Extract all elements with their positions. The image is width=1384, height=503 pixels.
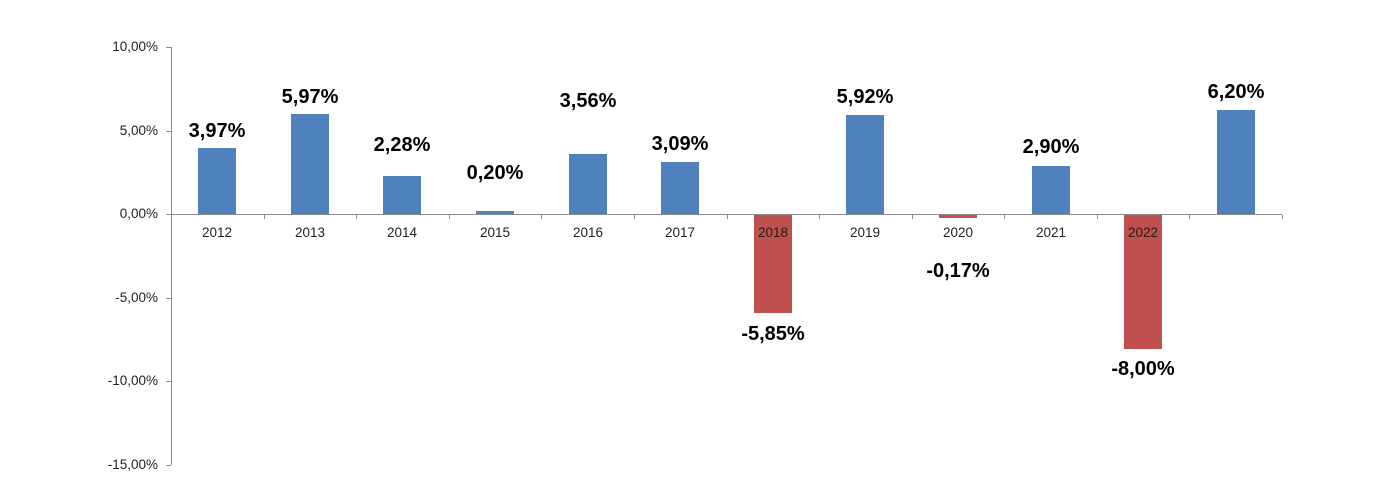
bar-2017 <box>661 162 699 214</box>
data-label: 6,20% <box>1207 81 1265 103</box>
bar-2012 <box>198 148 236 214</box>
x-axis-tick <box>449 215 450 219</box>
category-label: 2016 <box>572 225 604 240</box>
x-axis-tick <box>727 215 728 219</box>
x-axis-tick <box>1004 215 1005 219</box>
y-axis-tick-label: 10,00% <box>112 39 158 54</box>
data-label: -0,17% <box>926 260 990 282</box>
x-axis-tick <box>912 215 913 219</box>
data-label: -8,00% <box>1111 358 1175 380</box>
bar-2014 <box>383 176 421 214</box>
bar-2022 <box>1124 215 1162 349</box>
x-axis-tick <box>1189 215 1190 219</box>
y-axis-tick <box>166 381 171 382</box>
category-label: 2012 <box>201 225 233 240</box>
bar-2013 <box>291 114 329 214</box>
data-label: 5,97% <box>281 86 339 108</box>
y-axis-tick <box>166 214 171 215</box>
bar-2021 <box>1032 166 1070 214</box>
data-label: 0,20% <box>466 162 524 184</box>
y-axis-tick <box>166 465 171 466</box>
x-axis-line <box>171 214 1282 215</box>
bar-unlabeled <box>1217 110 1255 214</box>
y-axis-tick <box>166 47 171 48</box>
data-label: 3,56% <box>559 90 617 112</box>
category-label: 2019 <box>849 225 881 240</box>
x-axis-tick <box>541 215 542 219</box>
bar-2016 <box>569 154 607 214</box>
x-axis-tick <box>1282 215 1283 219</box>
category-label: 2013 <box>294 225 326 240</box>
data-label: 3,09% <box>651 133 709 155</box>
x-axis-tick <box>171 215 172 219</box>
category-label: 2020 <box>942 225 974 240</box>
data-label: 2,90% <box>1022 136 1080 158</box>
category-label: 2014 <box>386 225 418 240</box>
y-axis-tick-label: -10,00% <box>107 373 158 388</box>
bar-2019 <box>846 115 884 214</box>
category-label: 2021 <box>1035 225 1067 240</box>
category-label: 2015 <box>479 225 511 240</box>
bar-2018 <box>754 215 792 313</box>
bar-2015 <box>476 211 514 214</box>
category-label: 2017 <box>664 225 696 240</box>
data-label: 5,92% <box>836 86 894 108</box>
category-label: 2022 <box>1127 225 1159 240</box>
data-label: 3,97% <box>188 120 246 142</box>
x-axis-tick <box>634 215 635 219</box>
y-axis-tick-label: -15,00% <box>107 457 158 472</box>
x-axis-tick <box>1097 215 1098 219</box>
y-axis-tick-label: 0,00% <box>119 206 158 221</box>
x-axis-tick <box>264 215 265 219</box>
y-axis-line <box>171 47 172 465</box>
bar-2020 <box>939 215 977 218</box>
x-axis-tick <box>356 215 357 219</box>
y-axis-tick-label: -5,00% <box>115 290 158 305</box>
x-axis-tick <box>819 215 820 219</box>
y-axis-tick-label: 5,00% <box>119 123 158 138</box>
category-label: 2018 <box>757 225 789 240</box>
data-label: 2,28% <box>373 134 431 156</box>
y-axis-tick <box>166 298 171 299</box>
data-label: -5,85% <box>741 323 805 345</box>
y-axis-tick <box>166 131 171 132</box>
